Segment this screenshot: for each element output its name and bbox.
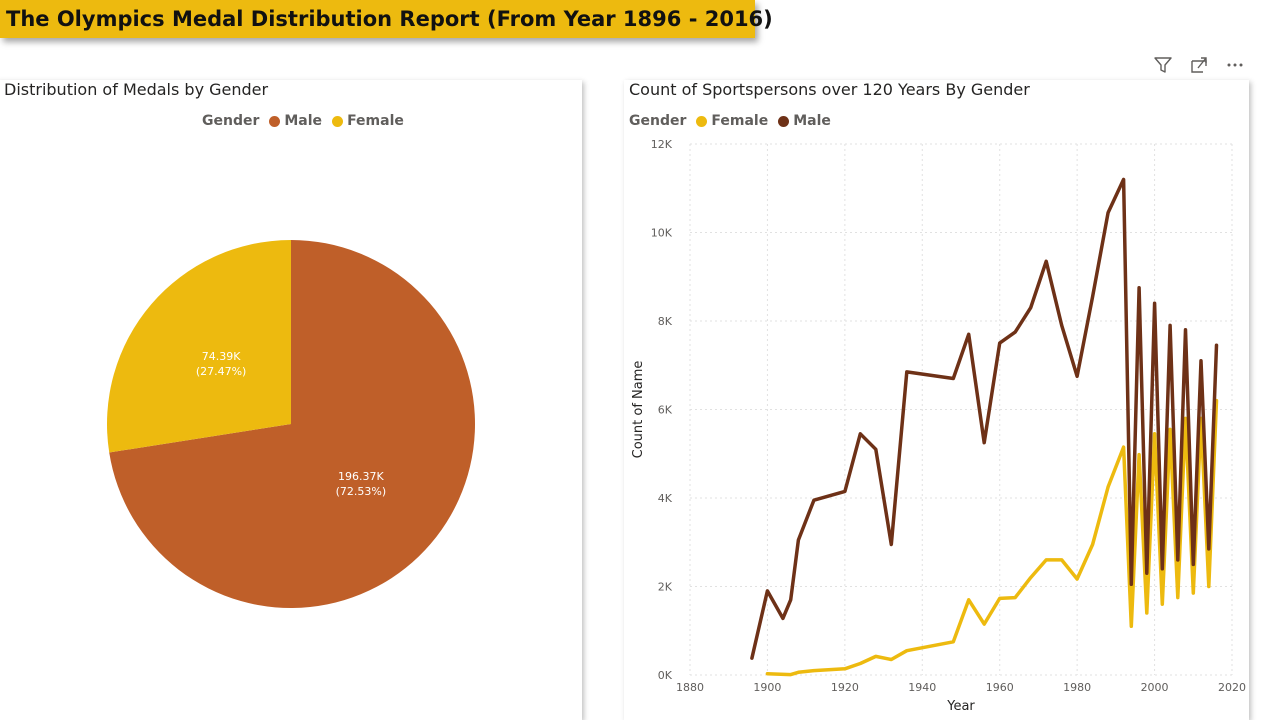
y-tick-label: 2K [658, 581, 673, 594]
pie-percent-label-female: (27.47%) [196, 365, 247, 378]
pie-slice-female[interactable] [106, 240, 291, 453]
x-tick-label: 1960 [986, 681, 1014, 694]
filter-icon[interactable] [1152, 54, 1174, 76]
pie-legend-title: Gender [202, 113, 260, 129]
legend-marker-male [269, 115, 281, 127]
series-line-male[interactable] [750, 177, 1219, 660]
x-tick-label: 1940 [908, 681, 936, 694]
x-tick-label: 1900 [753, 681, 781, 694]
x-tick-label: 1980 [1063, 681, 1091, 694]
y-tick-label: 12K [651, 138, 673, 151]
y-axis-title: Count of Name [631, 361, 646, 459]
focus-mode-icon[interactable] [1188, 54, 1210, 76]
legend-marker-female [696, 115, 708, 127]
report-title: The Olympics Medal Distribution Report (… [6, 7, 773, 31]
pie-chart-title: Distribution of Medals by Gender [4, 80, 269, 99]
legend-marker-male [778, 115, 790, 127]
y-tick-label: 0K [658, 669, 673, 682]
y-tick-label: 10K [651, 227, 673, 240]
pie-percent-label-male: (72.53%) [336, 485, 387, 498]
pie-chart: 196.37K (72.53%) 74.39K (27.47%) [106, 240, 476, 608]
y-tick-label: 8K [658, 315, 673, 328]
x-axis-title: Year [946, 699, 975, 714]
y-tick-label: 6K [658, 404, 673, 417]
x-tick-label: 1880 [676, 681, 704, 694]
more-options-icon[interactable] [1224, 54, 1246, 76]
visual-header-toolbar [1152, 54, 1246, 76]
pie-data-label-male: 196.37K [338, 470, 384, 483]
legend-item-male[interactable]: Male [793, 113, 831, 129]
x-tick-label: 2000 [1141, 681, 1169, 694]
pie-data-label-female: 74.39K [202, 350, 241, 363]
line-chart-visual[interactable]: Count of Sportspersons over 120 Years By… [624, 80, 1249, 720]
legend-item-female[interactable]: Female [711, 113, 769, 129]
line-chart-title: Count of Sportspersons over 120 Years By… [629, 80, 1030, 99]
legend-item-male[interactable]: Male [284, 113, 323, 129]
pie-chart-visual[interactable]: Distribution of Medals by Gender Gender … [0, 80, 582, 720]
report-title-banner: The Olympics Medal Distribution Report (… [0, 0, 773, 38]
legend-item-female[interactable]: Female [347, 113, 404, 129]
x-tick-label: 1920 [831, 681, 859, 694]
pie-legend: Gender Male Female [202, 113, 404, 129]
line-legend-title: Gender [629, 113, 687, 129]
line-chart: 0K 2K 4K 6K 8K 10K 12K 1880 1900 1920 1940 1960 1980… [631, 138, 1246, 714]
series-line-female[interactable] [765, 398, 1219, 677]
line-legend: Gender Female Male [629, 113, 831, 129]
x-tick-label: 2020 [1218, 681, 1246, 694]
pie-slice-male[interactable] [109, 240, 476, 608]
legend-marker-female [332, 115, 344, 127]
y-tick-label: 4K [658, 492, 673, 505]
